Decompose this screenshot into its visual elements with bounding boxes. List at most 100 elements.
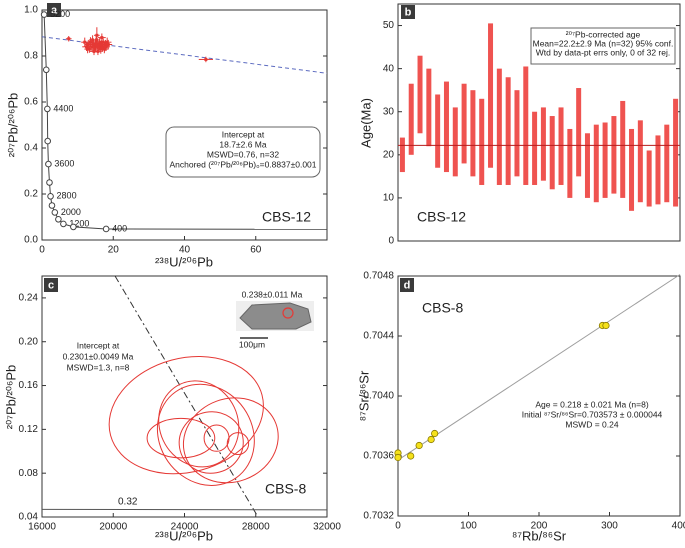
error-ellipse — [158, 380, 240, 468]
panel-letter: d — [404, 279, 411, 291]
plot-frame — [397, 3, 681, 242]
data-point — [67, 37, 71, 41]
y-tick-label: 0.4 — [24, 143, 38, 154]
age-bar — [673, 98, 679, 207]
y-tick-label: 0.16 — [19, 380, 39, 391]
age-bar — [514, 90, 520, 177]
panel-badge — [401, 5, 415, 19]
annotation: Mean=22.2±2.9 Ma (n=32) 95% conf. — [533, 38, 674, 48]
data-point — [394, 453, 402, 462]
data-point — [100, 36, 104, 40]
x-tick-label: 400 — [672, 521, 685, 532]
data-point — [415, 441, 423, 450]
data-point — [105, 40, 109, 44]
age-bar — [461, 83, 467, 164]
annotation-box — [165, 126, 321, 178]
age-bar — [549, 116, 555, 190]
data-point — [86, 47, 90, 51]
age-bar — [443, 81, 449, 173]
x-tick-label: 60 — [250, 245, 262, 256]
concordia-point — [42, 66, 50, 74]
annotation: 0.2301±0.0049 Ma — [63, 351, 134, 361]
y-tick-label: 0 — [388, 236, 394, 247]
age-bar — [505, 77, 511, 185]
sample-label: CBS-8 — [422, 300, 463, 316]
x-tick-label: 24000 — [171, 522, 199, 533]
y-tick-label: 0.24 — [19, 293, 39, 304]
y-tick-label: 0.7032 — [363, 511, 394, 522]
age-bar — [646, 150, 652, 207]
annotation: Initial ⁸⁷Sr/⁸⁶Sr=0.703573 ± 0.000044 — [522, 409, 663, 419]
x-tick-label: 200 — [531, 521, 548, 532]
concordia-point — [44, 137, 52, 145]
sample-label: CBS-8 — [265, 481, 306, 497]
concordia-point — [51, 209, 59, 216]
sample-label: CBS-12 — [417, 209, 466, 225]
age-bar — [408, 83, 414, 155]
x-tick-label: 100 — [460, 521, 477, 532]
data-point — [93, 47, 97, 51]
data-point — [95, 38, 99, 42]
age-bar — [426, 68, 432, 147]
y-tick-label: 10 — [383, 193, 395, 204]
data-point — [204, 57, 208, 61]
concordia-age-label: 5200 — [50, 9, 70, 19]
inset-age: 0.238±0.011 Ma — [242, 289, 303, 299]
error-ellipse — [182, 397, 279, 484]
panel-badge — [44, 278, 58, 292]
y-axis-title: ²⁰⁷Pb/²⁰⁶Pb — [5, 93, 20, 158]
x-tick-label: 16000 — [28, 522, 56, 533]
panel-letter: b — [405, 6, 412, 18]
annotation: MSWD = 0.24 — [565, 419, 618, 429]
data-point — [99, 43, 103, 46]
annotation: Wtd by data-pt errs only, 0 of 32 rej. — [536, 47, 671, 57]
data-point — [91, 38, 95, 42]
y-axis-title: ²⁰⁷Pb/²⁰⁶Pb — [3, 365, 18, 430]
concordia-point — [60, 220, 67, 228]
age-bar — [399, 137, 405, 173]
x-tick-label: 28000 — [242, 522, 270, 533]
y-axis-title: ⁸⁷Sr/⁸⁶Sr — [356, 370, 371, 421]
x-axis-title: ⁸⁷Rb/⁸⁶Sr — [512, 528, 567, 543]
x-tick-label: 20000 — [99, 522, 127, 533]
age-bar — [611, 116, 617, 194]
panel-badge — [400, 278, 414, 292]
x-tick-label: 0 — [395, 521, 401, 532]
age-bar — [655, 135, 661, 205]
panel-letter: a — [51, 4, 58, 16]
data-point — [88, 40, 92, 44]
y-tick-label: 0.12 — [19, 424, 39, 435]
x-tick-label: 300 — [601, 521, 618, 532]
data-point — [83, 40, 87, 44]
error-ellipse — [108, 355, 264, 475]
age-bar — [629, 128, 635, 211]
panel-badge — [47, 3, 61, 17]
annotation: Intercept at — [222, 129, 265, 139]
concordia-point — [40, 11, 48, 18]
data-point — [95, 43, 99, 46]
reference-line — [41, 36, 328, 74]
concordia-age-label: 4400 — [53, 103, 73, 113]
data-point — [103, 45, 107, 49]
age-bar — [532, 111, 538, 185]
data-point — [602, 321, 610, 330]
age-bar — [576, 88, 582, 177]
data-point — [407, 452, 415, 460]
y-tick-label: 40 — [383, 63, 395, 74]
error-ellipse — [146, 417, 216, 459]
zircon-grain — [239, 302, 312, 330]
y-tick-label: 0.08 — [19, 468, 39, 479]
age-bar — [523, 66, 529, 185]
age-bar — [470, 90, 476, 177]
x-tick-label: 40 — [179, 245, 191, 256]
age-bar — [637, 120, 643, 203]
age-bar — [664, 124, 670, 203]
concordia-age-label: 1200 — [69, 218, 89, 228]
concordia-age-label: 2000 — [61, 207, 81, 217]
annotation: 18.7±2.6 Ma — [219, 139, 266, 149]
data-point — [427, 435, 435, 444]
annotation: MSWD=1.3, n=8 — [67, 362, 130, 372]
age-bar — [567, 128, 573, 198]
annotation: MSWD=0.76, n=32 — [207, 149, 280, 159]
